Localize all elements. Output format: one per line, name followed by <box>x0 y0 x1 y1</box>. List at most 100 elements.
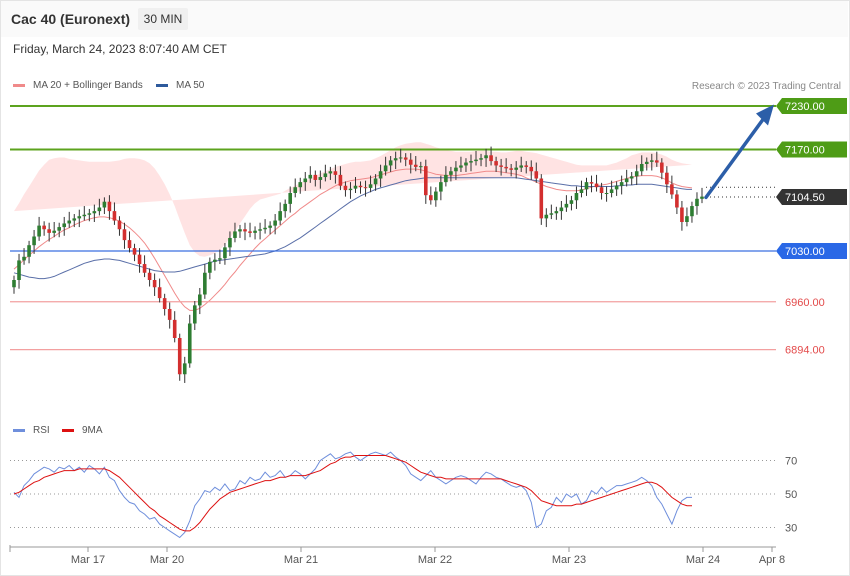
candle-body <box>323 173 328 178</box>
rsi-axis-label: 50 <box>785 489 797 501</box>
candle-body <box>695 198 699 207</box>
candle-body <box>82 214 87 217</box>
candle-body <box>619 182 624 186</box>
candle-body <box>107 201 112 212</box>
candle-body <box>418 166 423 168</box>
rsi-axis-label: 70 <box>785 456 797 468</box>
level-label-7230.00: 7230.00 <box>785 101 825 113</box>
price-levels: 7230.00 7170.00 7104.50 7030.00 6960.00 6894.… <box>10 98 847 357</box>
candle-body <box>268 225 272 228</box>
level-label-7170.00: 7170.00 <box>785 145 825 157</box>
level-label-7104.50: 7104.50 <box>785 192 825 204</box>
legend-ma20: MA 20 + Bollinger Bands <box>13 80 143 91</box>
candle-body <box>554 211 559 214</box>
candle-body <box>449 171 453 175</box>
candle-body <box>408 159 413 165</box>
legend-9ma-label: 9MA <box>82 425 103 436</box>
candle-body <box>117 220 122 230</box>
candle-body <box>32 236 36 246</box>
ma20-line <box>13 168 693 311</box>
candle-body <box>313 174 318 180</box>
candle-body <box>57 227 61 231</box>
candle-body <box>680 207 684 222</box>
candle-body <box>17 260 21 280</box>
legend-rsi-label: RSI <box>33 425 50 436</box>
candle-body <box>634 171 639 177</box>
candle-body <box>639 164 644 172</box>
candle-body <box>243 229 247 232</box>
candle-body <box>489 155 493 162</box>
bollinger-band-area <box>14 142 692 257</box>
candle-body <box>544 214 549 219</box>
candle-body <box>434 191 438 201</box>
candle-body <box>629 176 634 179</box>
candle-body <box>253 230 257 233</box>
candle-body <box>509 168 513 170</box>
level-label-6960.00: 6960.00 <box>785 297 825 309</box>
candle-body <box>248 231 252 233</box>
timeframe-badge[interactable]: 30 MIN <box>138 8 188 30</box>
candle-body <box>37 225 41 237</box>
candle-body <box>293 187 298 193</box>
candle-body <box>378 171 383 179</box>
candle-body <box>198 294 202 306</box>
candle-body <box>579 189 584 193</box>
candle-body <box>167 309 172 320</box>
ma9-swatch <box>62 429 74 432</box>
candle-body <box>318 177 323 180</box>
candle-body <box>529 166 534 172</box>
level-label-6894.00: 6894.00 <box>785 345 825 357</box>
candle-body <box>459 165 463 168</box>
credit-text: Research © 2023 Trading Central <box>691 81 841 92</box>
level-tag-7104.50 <box>776 188 847 205</box>
rsi-panel: 70 50 30 <box>10 451 797 539</box>
ma20-swatch <box>13 84 25 87</box>
legend-ma50-label: MA 50 <box>176 80 205 91</box>
candle-body <box>142 264 147 273</box>
candle-body <box>77 216 82 219</box>
candle-body <box>624 178 629 183</box>
moving-averages <box>13 168 693 311</box>
candle-body <box>208 261 212 273</box>
candle-body <box>67 220 72 224</box>
candle-body <box>559 207 564 212</box>
candle-body <box>127 240 132 249</box>
candle-body <box>137 254 142 265</box>
rsi-line <box>13 451 692 539</box>
ma50-line <box>13 177 692 280</box>
level-tag-7030.00 <box>776 243 847 259</box>
candle-body <box>52 230 56 233</box>
candle-body <box>338 174 343 186</box>
candle-body <box>655 160 659 163</box>
candle-body <box>328 171 333 174</box>
candle-body <box>534 171 539 179</box>
candle-body <box>393 158 398 161</box>
candle-body <box>263 227 267 230</box>
candlesticks <box>12 146 704 383</box>
candle-body <box>524 165 529 167</box>
projection-arrowhead <box>756 104 774 126</box>
candle-body <box>363 187 368 189</box>
candle-body <box>298 182 303 188</box>
candle-body <box>27 245 31 257</box>
candle-body <box>514 167 518 170</box>
legend-ma50: MA 50 <box>156 80 204 91</box>
candle-body <box>373 178 378 185</box>
candle-body <box>670 184 674 195</box>
x-tick-label: Mar 20 <box>150 554 184 566</box>
timestamp: Friday, March 24, 2023 8:07:40 AM CET <box>13 42 227 56</box>
candle-body <box>690 206 694 217</box>
candle-body <box>172 319 177 338</box>
candle-body <box>413 164 418 167</box>
legend-ma20-label: MA 20 + Bollinger Bands <box>33 80 143 91</box>
candle-body <box>228 237 232 248</box>
candle-body <box>288 193 293 204</box>
candle-body <box>549 213 554 215</box>
candle-body <box>92 211 97 214</box>
candle-body <box>47 229 51 233</box>
candle-body <box>574 193 579 201</box>
projection-line <box>704 117 765 200</box>
candle-body <box>353 185 358 189</box>
candle-body <box>685 216 689 222</box>
